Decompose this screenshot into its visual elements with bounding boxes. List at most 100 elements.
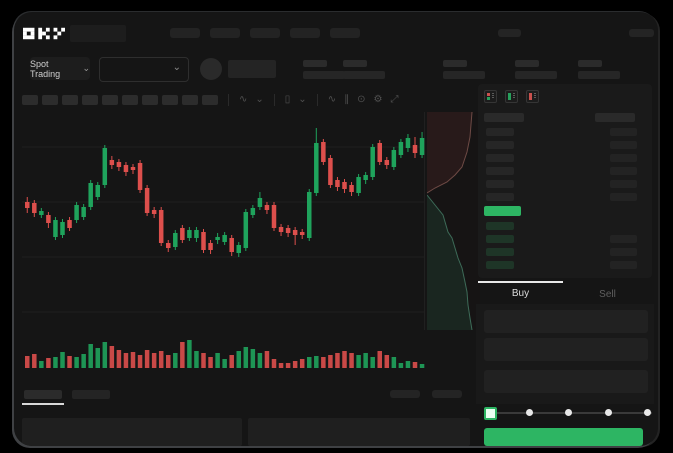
- stat-value-placeholder: [303, 71, 345, 79]
- ask-price-placeholder[interactable]: [486, 180, 514, 188]
- interval-button-placeholder[interactable]: [22, 95, 38, 105]
- ask-price-placeholder[interactable]: [486, 141, 514, 149]
- chevron-down-icon[interactable]: ⌄: [298, 94, 307, 105]
- orderbook-bids-only-icon[interactable]: [505, 90, 518, 103]
- interval-button-placeholder[interactable]: [142, 95, 158, 105]
- ticker-stat-placeholder: [303, 60, 345, 79]
- ask-price-placeholder[interactable]: [486, 154, 514, 162]
- ask-amount-placeholder: [610, 193, 637, 201]
- ask-amount-placeholder: [610, 128, 637, 136]
- nav-menu-item-placeholder[interactable]: [250, 28, 280, 38]
- market-type-dropdown[interactable]: Spot Trading ⌄: [30, 57, 90, 80]
- bid-price-placeholder[interactable]: [486, 248, 514, 256]
- ask-price-placeholder[interactable]: [486, 193, 514, 201]
- interval-button-placeholder[interactable]: [162, 95, 178, 105]
- bid-amount-placeholder: [610, 248, 637, 256]
- ticker-stat-placeholder: [515, 60, 557, 79]
- stat-label-placeholder: [515, 60, 539, 67]
- ask-price-placeholder[interactable]: [486, 128, 514, 136]
- nav-right-placeholder[interactable]: [629, 29, 654, 37]
- bid-price-placeholder[interactable]: [486, 235, 514, 243]
- slider-stop[interactable]: [525, 409, 533, 416]
- depth-profile: [427, 112, 480, 330]
- pair-dropdown[interactable]: ⌄: [99, 57, 189, 82]
- ticker-stat-placeholder: [443, 60, 485, 79]
- bottom-panel-placeholder: [22, 418, 242, 446]
- amount-slider-track[interactable]: [484, 407, 652, 420]
- app-window: Spot Trading ⌄ ⌄ ∿ ⌄ ▯ ⌄ ∿ ∥ ⊙ ⚙ ⤢: [14, 12, 658, 446]
- orderbook-view-toggles: [484, 90, 539, 103]
- interval-button-placeholder[interactable]: [202, 95, 218, 105]
- bottom-bar-right-placeholder[interactable]: [390, 390, 420, 398]
- ask-amount-placeholder: [610, 154, 637, 162]
- stat-value-placeholder: [578, 71, 620, 79]
- okx-logo[interactable]: [23, 27, 65, 40]
- line-style-icon[interactable]: ∿: [239, 94, 248, 105]
- candlestick-chart[interactable]: [22, 112, 425, 330]
- chevron-down-icon[interactable]: ⌄: [255, 94, 264, 105]
- order-total-field[interactable]: [484, 370, 648, 393]
- bottom-panel-placeholder: [248, 418, 470, 446]
- interval-button-placeholder[interactable]: [182, 95, 198, 105]
- interval-button-placeholder[interactable]: [82, 95, 98, 105]
- chevron-down-icon: ⌄: [82, 63, 90, 73]
- candle-type-icon[interactable]: ▯: [284, 94, 291, 105]
- order-amount-field[interactable]: [484, 338, 648, 361]
- ask-amount-placeholder: [610, 180, 637, 188]
- bottom-bar-right-placeholder[interactable]: [432, 390, 462, 398]
- nav-menu-item-placeholder[interactable]: [210, 28, 240, 38]
- bottom-tab-indicator: [22, 403, 64, 405]
- order-price-field[interactable]: [484, 310, 648, 333]
- orderbook-price-header-placeholder: [484, 113, 524, 122]
- trade-tab-indicator: [478, 281, 563, 283]
- slider-stop[interactable]: [565, 409, 572, 416]
- coin-avatar: [200, 58, 222, 80]
- right-panel: Buy Sell: [476, 12, 658, 446]
- ticker-stat-placeholder: [343, 60, 385, 79]
- tab-sell[interactable]: Sell: [599, 289, 616, 300]
- indicator-icon[interactable]: ∿: [327, 94, 337, 105]
- stat-label-placeholder: [443, 60, 467, 67]
- orderbook-amount-header-placeholder: [595, 113, 635, 122]
- market-type-label: Spot Trading: [30, 58, 61, 79]
- bid-amount-placeholder: [610, 261, 637, 269]
- settings-icon[interactable]: ⚙: [373, 94, 383, 105]
- bottom-tab-placeholder[interactable]: [72, 390, 110, 399]
- fullscreen-icon[interactable]: ⤢: [390, 94, 399, 105]
- main-nav: [170, 28, 370, 38]
- ask-price-placeholder[interactable]: [486, 167, 514, 175]
- stat-value-placeholder: [515, 71, 557, 79]
- last-price-badge: [484, 206, 521, 216]
- slider-handle[interactable]: [484, 407, 497, 420]
- slider-stop[interactable]: [644, 409, 651, 416]
- stat-label-placeholder: [343, 60, 367, 67]
- interval-button-placeholder[interactable]: [42, 95, 58, 105]
- ask-amount-placeholder: [610, 167, 637, 175]
- stat-label-placeholder: [303, 60, 327, 67]
- nav-right-placeholder[interactable]: [498, 29, 521, 37]
- interval-button-placeholder[interactable]: [62, 95, 78, 105]
- ticker-stat-placeholder: [578, 60, 620, 79]
- tab-buy[interactable]: Buy: [511, 288, 530, 299]
- buy-submit-button[interactable]: [484, 428, 643, 446]
- interval-button-placeholder[interactable]: [122, 95, 138, 105]
- orderbook-asks-only-icon[interactable]: [526, 90, 539, 103]
- toolbar-divider: [316, 94, 318, 106]
- chart-toolbar: ∿ ⌄ ▯ ⌄ ∿ ∥ ⊙ ⚙ ⤢: [22, 93, 402, 107]
- toolbar-divider: [228, 94, 229, 106]
- nav-menu-item-placeholder[interactable]: [330, 28, 360, 38]
- camera-icon[interactable]: ⊙: [357, 94, 366, 105]
- stat-value-placeholder: [343, 71, 385, 79]
- orderbook-combined-icon[interactable]: [484, 90, 497, 103]
- logo-adjacent-placeholder: [70, 25, 126, 42]
- compare-icon[interactable]: ∥: [344, 94, 350, 105]
- bid-price-placeholder[interactable]: [486, 261, 514, 269]
- bid-price-placeholder[interactable]: [486, 222, 514, 230]
- ask-amount-placeholder: [610, 141, 637, 149]
- slider-stop[interactable]: [604, 409, 612, 416]
- nav-menu-item-placeholder[interactable]: [290, 28, 320, 38]
- interval-button-placeholder[interactable]: [102, 95, 118, 105]
- nav-menu-item-placeholder[interactable]: [170, 28, 200, 38]
- bottom-tab-active-placeholder[interactable]: [24, 390, 62, 399]
- stat-label-placeholder: [578, 60, 602, 67]
